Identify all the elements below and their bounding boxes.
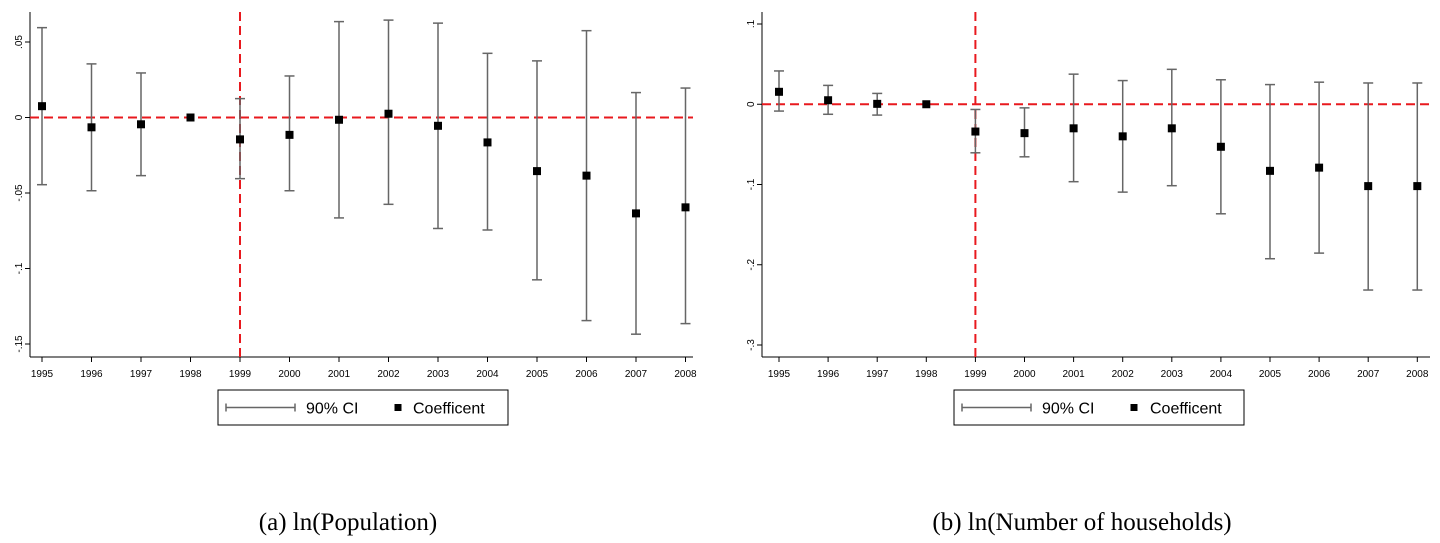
- legend-coefficient-label: Coefficent: [1150, 401, 1222, 418]
- legend-coefficient-marker: [394, 404, 402, 411]
- coefficient-point: [38, 102, 46, 111]
- x-tick-label: 1995: [768, 369, 791, 380]
- x-tick-label: 2004: [1210, 369, 1233, 380]
- coefficient-point: [1216, 142, 1225, 151]
- x-tick-label: 1998: [915, 369, 938, 380]
- panel-a-population-chart: .05 0 -.05 -.1 -.15 1995 1996 1997 1998 1999 2000 2…: [14, 12, 697, 426]
- x-tick-label: 2005: [526, 369, 549, 380]
- legend-coefficient-label: Coefficent: [413, 401, 485, 418]
- x-tick-label: 2006: [575, 369, 598, 380]
- x-tick-label: 2001: [1062, 369, 1085, 380]
- coefficient-point: [1413, 182, 1422, 191]
- x-tick-label: 2007: [1357, 369, 1380, 380]
- x-tick-label: 2003: [1161, 369, 1184, 380]
- coefficient-point: [87, 123, 96, 132]
- coefficient-point: [922, 100, 931, 109]
- coefficient-point: [335, 115, 343, 124]
- y-tick-label: -.15: [14, 335, 25, 353]
- coefficient-point: [483, 138, 492, 147]
- coefficient-point: [632, 209, 640, 218]
- coefficient-point: [1069, 124, 1078, 133]
- coefficient-point: [434, 121, 442, 130]
- x-tick-label: 2004: [476, 369, 499, 380]
- panel-b-households-chart: .1 0 -.1 -.2 -.3 1995 1996 1997 1998 1999 2000 2001…: [746, 12, 1430, 426]
- x-tick-label: 2002: [377, 369, 400, 380]
- x-tick-label: 2000: [1013, 369, 1036, 380]
- coefficient-point: [1118, 132, 1127, 141]
- x-tick-label: 1997: [130, 369, 153, 380]
- coefficient-point: [384, 109, 393, 118]
- y-tick-label: .05: [14, 35, 25, 49]
- coefficient-point: [1266, 166, 1274, 175]
- caption-panel-b: (b) ln(Number of households): [932, 509, 1231, 536]
- x-tick-label: 2006: [1308, 369, 1331, 380]
- y-tick-label: -.1: [14, 262, 25, 274]
- x-tick-label: 2000: [278, 369, 301, 380]
- x-tick-label: 1999: [229, 369, 252, 380]
- y-tick-label: 0: [14, 114, 25, 120]
- caption-panel-a: (a) ln(Population): [259, 509, 437, 536]
- x-tick-label: 1997: [866, 369, 889, 380]
- legend-coefficient-marker: [1130, 404, 1138, 411]
- coefficient-point: [582, 171, 591, 180]
- coefficient-point: [873, 99, 882, 108]
- legend-ci-label: 90% CI: [306, 401, 358, 418]
- y-tick-label: -.1: [746, 178, 757, 190]
- coefficient-point: [681, 203, 690, 212]
- x-tick-label: 1996: [80, 369, 103, 380]
- x-tick-label: 1995: [31, 369, 54, 380]
- coefficient-point: [1167, 124, 1176, 133]
- x-tick-label: 2007: [625, 369, 648, 380]
- coefficient-point: [824, 96, 833, 105]
- x-tick-label: 2008: [1406, 369, 1429, 380]
- coefficient-point: [1364, 182, 1373, 191]
- y-tick-label: -.05: [14, 184, 25, 202]
- x-tick-label: 2005: [1259, 369, 1282, 380]
- x-tick-label: 2003: [427, 369, 450, 380]
- coefficient-point: [186, 113, 195, 122]
- coefficient-point: [1315, 163, 1324, 172]
- y-tick-label: -.2: [746, 258, 757, 270]
- x-tick-label: 1999: [964, 369, 987, 380]
- coefficient-point: [971, 127, 980, 136]
- coefficient-point: [137, 120, 145, 129]
- coefficient-point: [775, 87, 783, 96]
- x-tick-label: 1996: [817, 369, 840, 380]
- y-tick-label: -.3: [746, 339, 757, 351]
- y-tick-label: .1: [746, 19, 757, 28]
- x-tick-label: 2002: [1112, 369, 1135, 380]
- y-tick-label: 0: [746, 101, 757, 107]
- coefficient-point: [533, 167, 541, 176]
- x-tick-label: 2001: [328, 369, 351, 380]
- coefficient-point: [236, 135, 244, 144]
- x-tick-label: 2008: [674, 369, 697, 380]
- legend-ci-label: 90% CI: [1042, 401, 1094, 418]
- coefficient-point: [1020, 129, 1029, 138]
- coefficient-point: [285, 130, 294, 139]
- x-tick-label: 1998: [179, 369, 202, 380]
